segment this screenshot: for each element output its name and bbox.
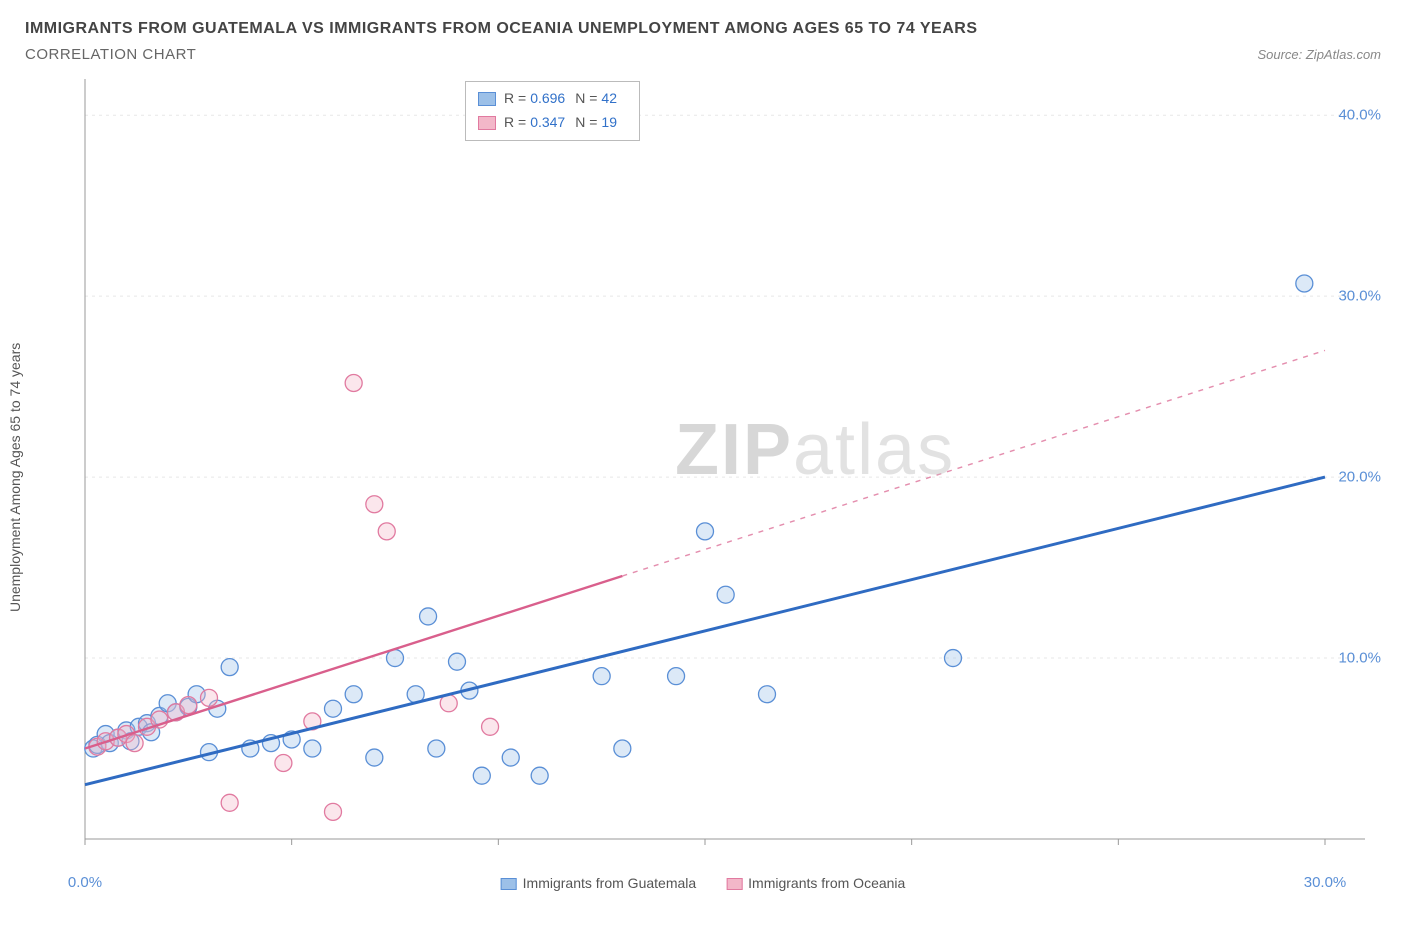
y-tick-label: 30.0% <box>1338 288 1381 305</box>
legend-swatch-icon <box>478 116 496 130</box>
legend-swatch-icon <box>726 878 742 890</box>
legend-row: R =0.347N =19 <box>478 111 627 135</box>
y-tick-label: 40.0% <box>1338 107 1381 124</box>
y-axis-label: Unemployment Among Ages 65 to 74 years <box>7 343 23 612</box>
x-tick-label: 0.0% <box>68 874 102 891</box>
y-tick-label: 10.0% <box>1338 650 1381 667</box>
scatter-chart <box>25 69 1381 889</box>
legend-swatch-icon <box>501 878 517 890</box>
source-label: Source: ZipAtlas.com <box>1257 47 1381 62</box>
y-tick-label: 20.0% <box>1338 469 1381 486</box>
legend-row: R =0.696N =42 <box>478 87 627 111</box>
chart-area: Unemployment Among Ages 65 to 74 years Z… <box>25 69 1381 889</box>
chart-title: IMMIGRANTS FROM GUATEMALA VS IMMIGRANTS … <box>25 20 1381 38</box>
series-legend: Immigrants from Guatemala Immigrants from… <box>501 875 906 891</box>
chart-subtitle: CORRELATION CHART <box>25 46 196 63</box>
legend-swatch-icon <box>478 92 496 106</box>
legend-item: Immigrants from Guatemala <box>501 875 697 891</box>
legend-item: Immigrants from Oceania <box>726 875 905 891</box>
x-tick-label: 30.0% <box>1304 874 1347 891</box>
correlation-legend: R =0.696N =42R =0.347N =19 <box>465 81 640 141</box>
